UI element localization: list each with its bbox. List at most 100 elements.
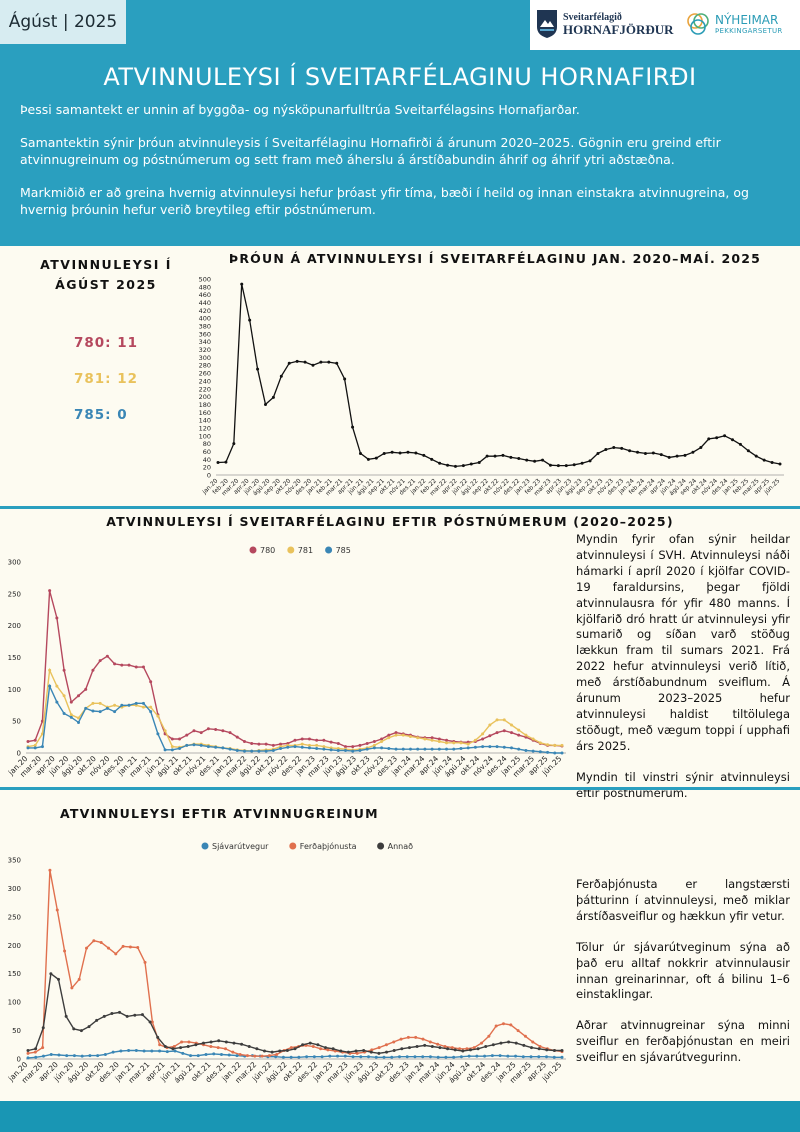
series-line-sjávarútvegur — [27, 1049, 562, 1059]
data-point — [242, 749, 246, 753]
data-point — [322, 745, 326, 749]
data-point — [651, 451, 655, 455]
data-point — [34, 1047, 38, 1051]
data-point — [127, 1048, 131, 1052]
data-point — [416, 736, 420, 740]
data-point — [430, 747, 434, 751]
data-point — [134, 1048, 138, 1052]
intro-paragraph: Samantektin sýnir þróun atvinnuleysis í … — [20, 135, 721, 167]
legend-marker — [289, 842, 297, 850]
data-point — [92, 939, 96, 943]
data-point — [102, 1014, 106, 1018]
data-point — [339, 1049, 343, 1053]
data-point — [26, 1056, 30, 1060]
data-point — [91, 668, 95, 672]
data-point — [351, 745, 355, 749]
data-point — [204, 1052, 208, 1056]
data-point — [141, 705, 145, 709]
data-point — [406, 450, 410, 454]
data-point — [192, 729, 196, 733]
y-tick-label: 360 — [199, 330, 211, 338]
data-point — [531, 737, 535, 741]
data-point — [401, 733, 405, 737]
data-point — [275, 1052, 279, 1056]
data-point — [667, 455, 671, 459]
intro-text: Þessi samantekt er unnin af byggða- og n… — [20, 101, 782, 234]
data-point — [64, 1014, 68, 1018]
y-tick-label: 60 — [203, 448, 211, 456]
data-point — [264, 749, 268, 753]
data-point — [620, 446, 624, 450]
data-point — [643, 451, 647, 455]
data-point — [445, 741, 449, 745]
data-point — [509, 731, 513, 735]
y-tick-label: 80 — [203, 440, 211, 448]
y-tick-label: 500 — [199, 276, 211, 284]
data-point — [502, 745, 506, 749]
data-point — [446, 1047, 450, 1051]
data-point — [501, 1022, 505, 1026]
data-point — [522, 1043, 526, 1047]
data-point — [105, 706, 109, 710]
postcode-chart: 050100150200250300jan.20mar.20apr.20jún.… — [6, 546, 566, 779]
y-tick-label: 100 — [199, 432, 211, 440]
data-point — [62, 712, 66, 716]
data-point — [263, 402, 267, 406]
data-point — [127, 663, 131, 667]
data-point — [285, 1048, 289, 1052]
data-point — [524, 733, 528, 737]
data-point — [85, 946, 89, 950]
data-point — [394, 733, 398, 737]
data-point — [118, 1010, 122, 1014]
data-point — [436, 1042, 440, 1046]
data-point — [72, 1027, 76, 1031]
data-point — [311, 363, 315, 367]
y-tick-label: 250 — [8, 913, 21, 921]
data-point — [495, 745, 499, 749]
data-point — [372, 743, 376, 747]
data-point — [408, 747, 412, 751]
data-point — [770, 460, 774, 464]
chart3-title: ATVINNULEYSI EFTIR ATVINNUGREINUM — [60, 806, 379, 821]
data-point — [604, 448, 608, 452]
data-point — [106, 946, 110, 950]
data-point — [370, 1048, 374, 1052]
data-point — [40, 745, 44, 749]
data-point — [187, 1040, 191, 1044]
data-point — [564, 464, 568, 468]
data-point — [264, 742, 268, 746]
data-point — [307, 746, 311, 750]
y-tick-label: 280 — [199, 362, 211, 370]
data-point — [343, 1054, 347, 1058]
data-point — [525, 458, 529, 462]
description-paragraph: Ferðaþjónusta er langstærsti þátturinn í… — [576, 877, 790, 923]
data-point — [659, 453, 663, 457]
data-point — [416, 747, 420, 751]
data-point — [194, 1043, 198, 1047]
data-point — [77, 720, 81, 724]
data-point — [560, 751, 564, 755]
data-point — [199, 731, 203, 735]
data-point — [495, 731, 499, 735]
data-point — [444, 1055, 448, 1059]
y-tick-label: 340 — [199, 338, 211, 346]
data-point — [450, 1046, 454, 1050]
data-point — [529, 1055, 533, 1059]
data-point — [232, 1041, 236, 1045]
data-point — [514, 1054, 518, 1058]
data-point — [385, 1050, 389, 1054]
data-point — [509, 746, 513, 750]
data-point — [170, 737, 174, 741]
description-paragraph: Tölur úr sjávarútveginum sýna að það eru… — [576, 939, 790, 1002]
data-point — [487, 1034, 491, 1038]
data-point — [514, 1041, 518, 1045]
data-point — [286, 745, 290, 749]
legend-marker — [249, 546, 257, 554]
data-point — [443, 1044, 447, 1048]
data-point — [140, 1013, 144, 1017]
chart1-title: ÞRÓUN Á ATVINNULEYSI Í SVEITARFÉLAGINU J… — [228, 251, 762, 266]
data-point — [509, 723, 513, 727]
data-point — [473, 738, 477, 742]
y-tick-label: 250 — [8, 590, 21, 598]
data-point — [480, 1041, 484, 1045]
